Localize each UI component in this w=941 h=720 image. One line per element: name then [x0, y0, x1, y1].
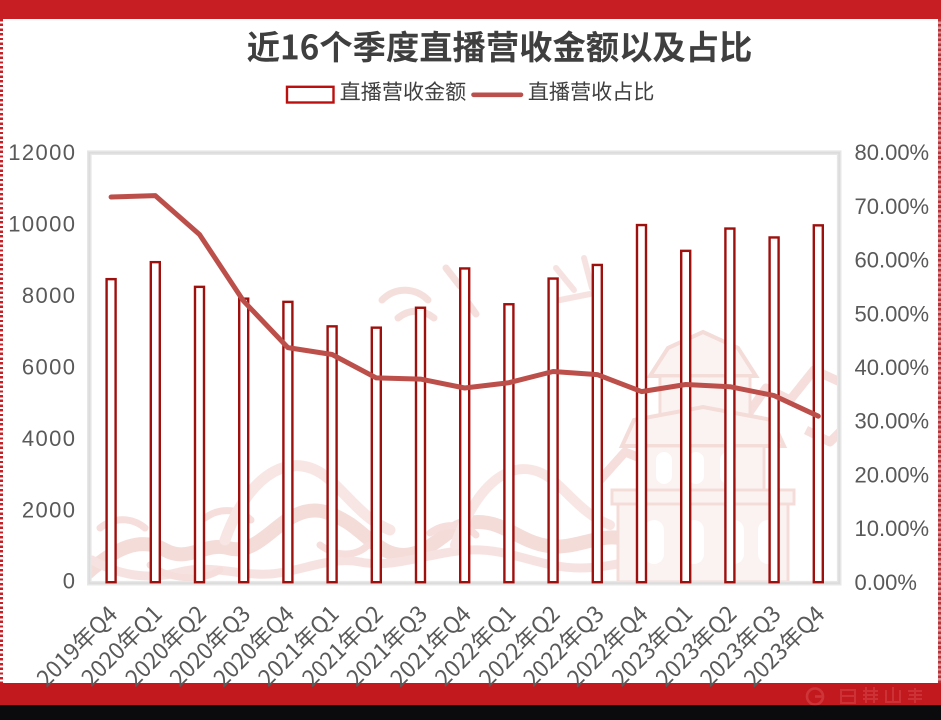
svg-text:10.00%: 10.00% [855, 516, 930, 541]
svg-text:8000: 8000 [22, 283, 77, 308]
svg-text:6000: 6000 [22, 354, 77, 379]
svg-text:40.00%: 40.00% [855, 355, 930, 380]
svg-text:80.00%: 80.00% [855, 140, 930, 165]
svg-text:70.00%: 70.00% [855, 194, 930, 219]
svg-text:4000: 4000 [22, 426, 77, 451]
svg-text:0.00%: 0.00% [855, 570, 917, 595]
svg-text:10000: 10000 [8, 212, 76, 237]
svg-text:2000: 2000 [22, 497, 77, 522]
svg-text:20.00%: 20.00% [855, 462, 930, 487]
svg-text:60.00%: 60.00% [855, 248, 930, 273]
svg-text:30.00%: 30.00% [855, 409, 930, 434]
svg-text:50.00%: 50.00% [855, 301, 930, 326]
svg-text:0: 0 [63, 569, 77, 594]
svg-text:12000: 12000 [8, 140, 76, 165]
